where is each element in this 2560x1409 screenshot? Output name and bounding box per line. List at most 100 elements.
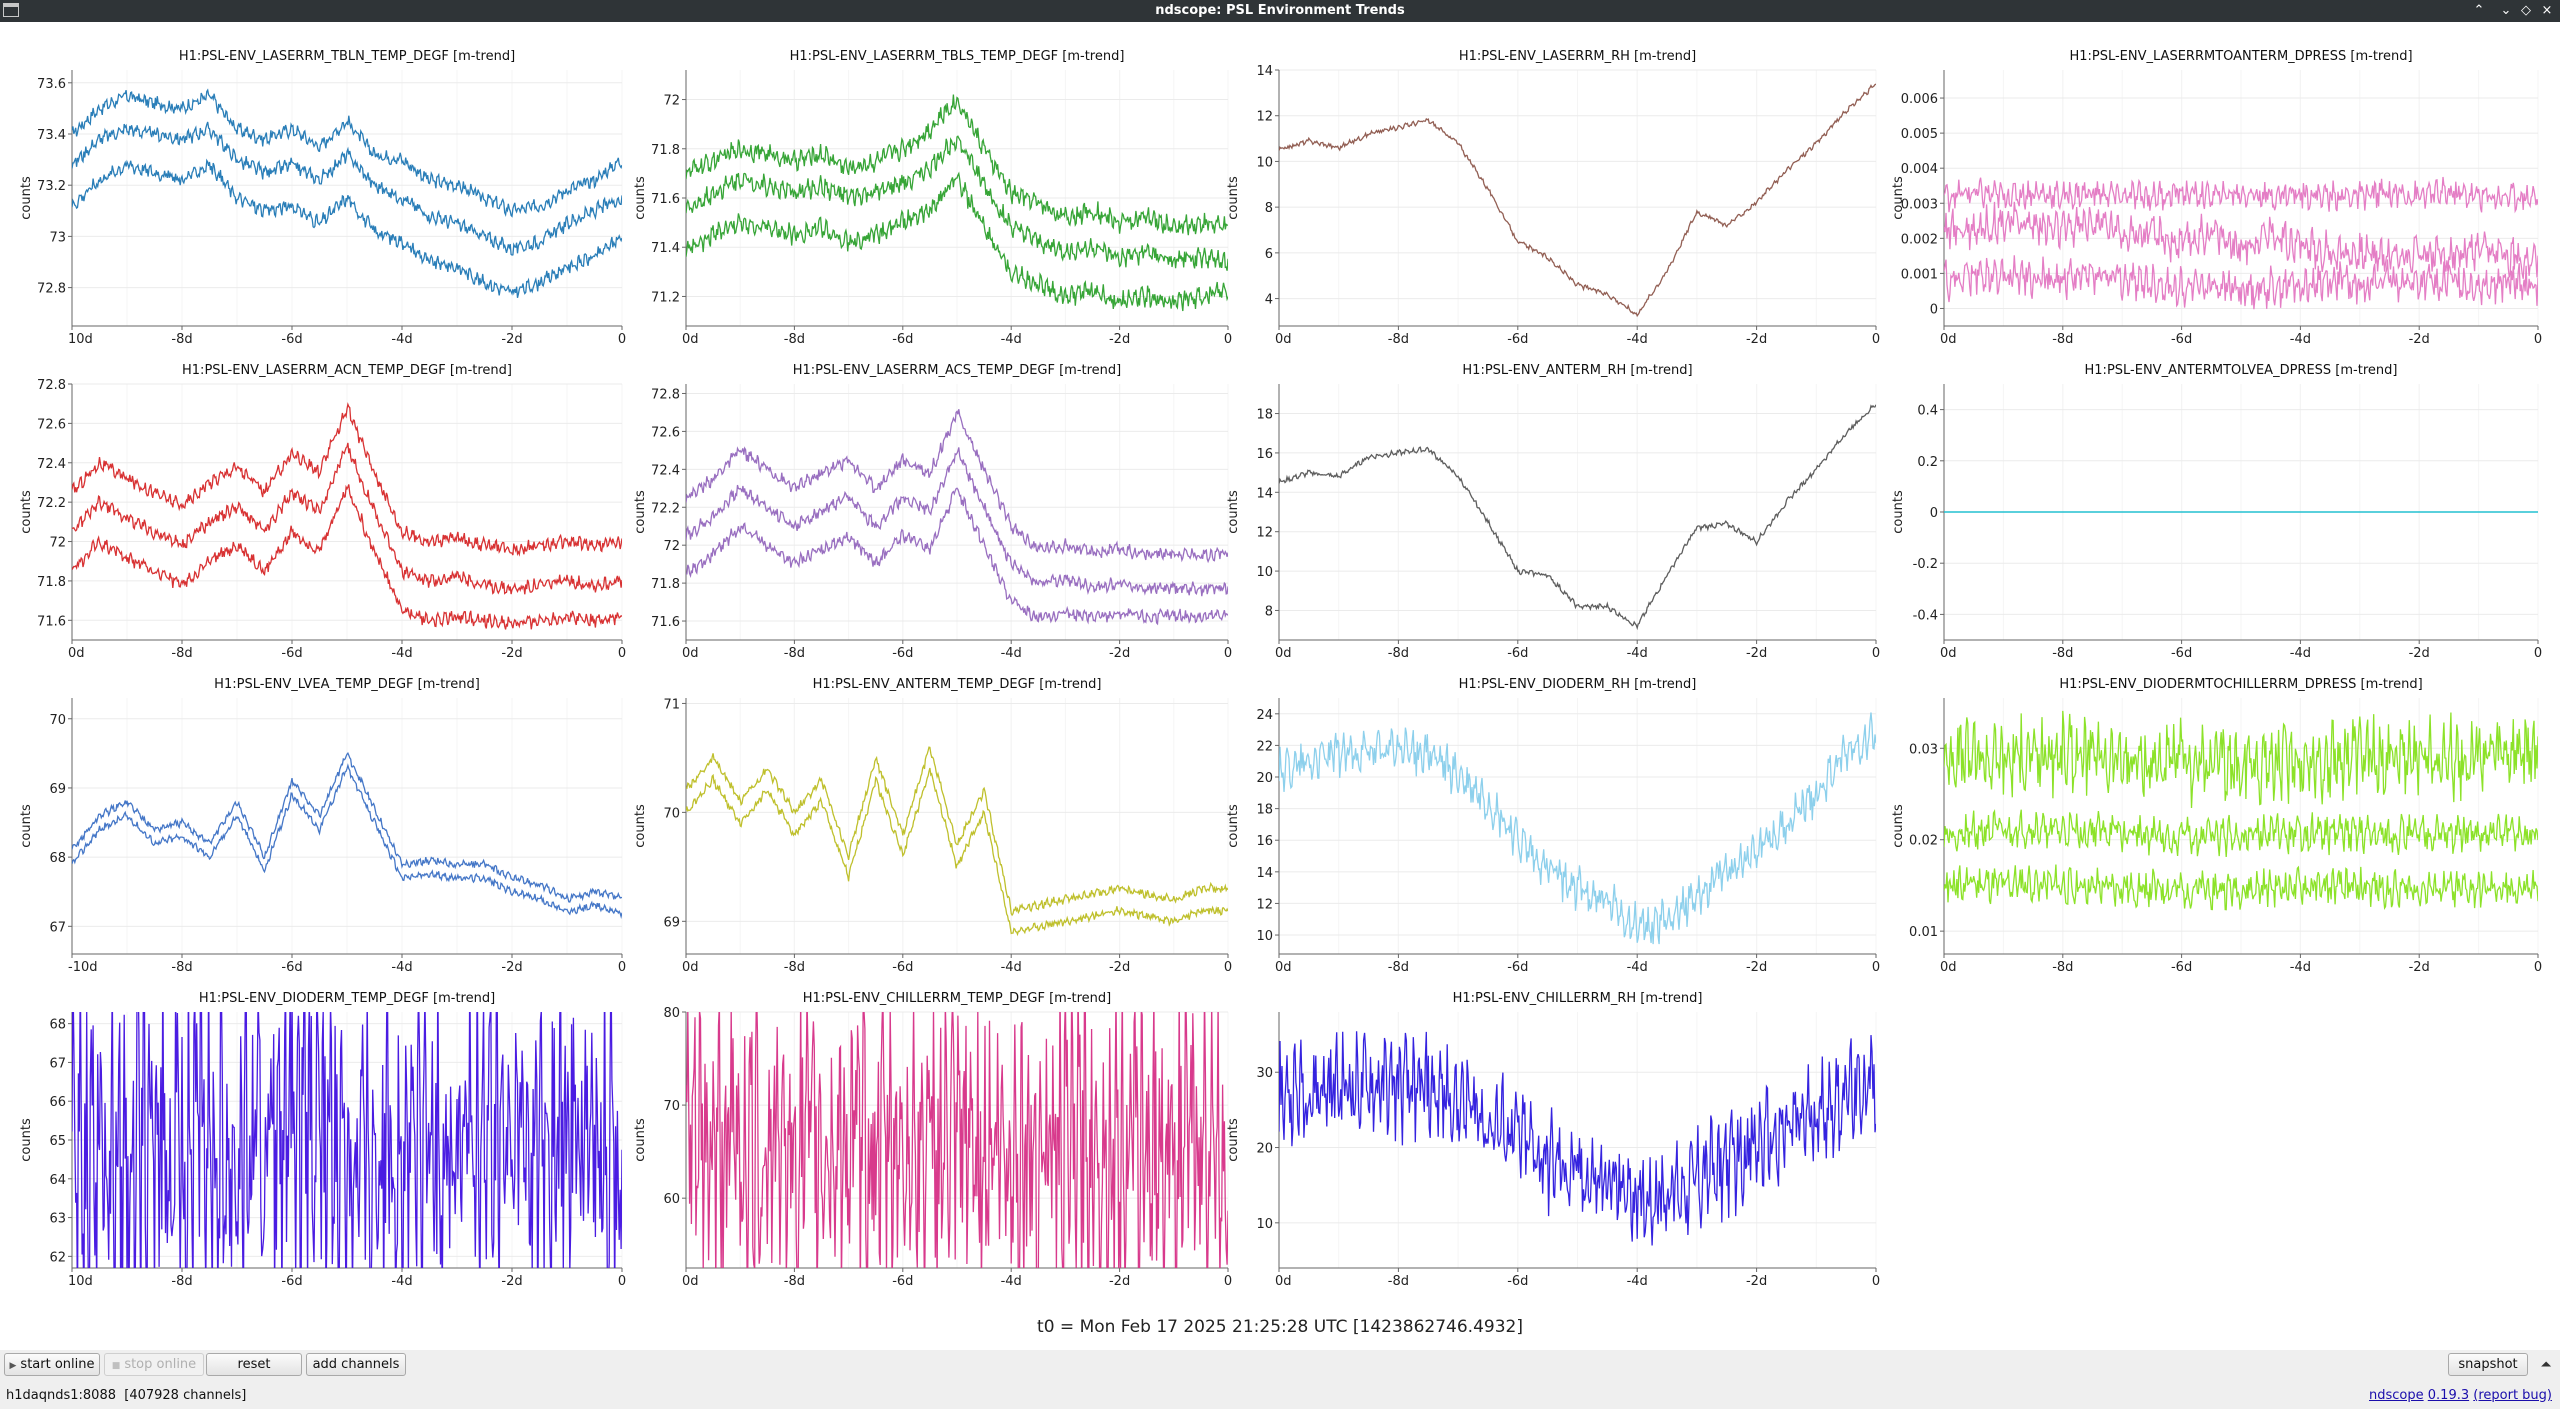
plot-panel[interactable]: H1:PSL-ENV_LASERRM_TBLN_TEMP_DEGF [m-tre… xyxy=(19,49,626,347)
minimize-button[interactable]: ⌃ xyxy=(2473,3,2485,18)
y-tick-label: 4 xyxy=(1265,293,1273,308)
plot-title: H1:PSL-ENV_LASERRM_ACN_TEMP_DEGF [m-tren… xyxy=(182,363,512,378)
y-tick-label: 22 xyxy=(1256,739,1273,754)
y-tick-label: 71 xyxy=(663,697,680,712)
x-tick-label: 0d xyxy=(1940,332,1957,347)
plot-panel[interactable]: H1:PSL-ENV_LASERRM_RH [m-trend] 4 6 8 10 12 14… xyxy=(1226,49,1880,347)
x-tick-label: 0 xyxy=(1224,332,1232,347)
x-tick-label: -4d xyxy=(1627,960,1648,975)
x-tick-label: -2d xyxy=(1109,960,1130,975)
x-tick-label: 0 xyxy=(2534,960,2542,975)
add-channels-button[interactable]: add channels xyxy=(306,1353,406,1376)
y-tick-label: 66 xyxy=(49,1095,66,1110)
plot-panel[interactable]: H1:PSL-ENV_LASERRM_ACN_TEMP_DEGF [m-tren… xyxy=(19,363,626,661)
y-tick-label: 73.4 xyxy=(37,128,66,143)
maximize-button[interactable]: ◇ xyxy=(2521,3,2531,18)
x-tick-label: -6d xyxy=(281,646,302,661)
plot-panel[interactable]: H1:PSL-ENV_ANTERM_TEMP_DEGF [m-trend] 69 7… xyxy=(633,677,1232,975)
reset-button[interactable]: reset xyxy=(206,1353,302,1376)
y-tick-label: 8 xyxy=(1265,201,1273,216)
series-line xyxy=(686,487,1228,626)
x-tick-label: 0 xyxy=(1224,960,1232,975)
version-link[interactable]: 0.19.3 xyxy=(2427,1388,2470,1403)
x-tick-label: -2d xyxy=(1109,1274,1130,1289)
plot-area[interactable]: H1:PSL-ENV_LASERRM_TBLN_TEMP_DEGF [m-tre… xyxy=(0,22,2560,1350)
plot-panel[interactable]: H1:PSL-ENV_DIODERM_TEMP_DEGF [m-trend] 62… xyxy=(19,948,626,1338)
snapshot-button[interactable]: snapshot xyxy=(2448,1353,2528,1376)
y-tick-label: 73 xyxy=(49,230,66,245)
y-tick-label: 12 xyxy=(1256,526,1273,541)
series-line xyxy=(72,402,622,557)
series-line xyxy=(686,94,1228,236)
series-line xyxy=(1944,255,2538,310)
y-axis-label: counts xyxy=(633,176,648,220)
x-tick-label: -2d xyxy=(501,646,522,661)
y-tick-label: 0.002 xyxy=(1901,232,1938,247)
plot-title: H1:PSL-ENV_LASERRM_RH [m-trend] xyxy=(1459,49,1696,64)
plot-title: H1:PSL-ENV_LASERRM_TBLN_TEMP_DEGF [m-tre… xyxy=(179,49,515,64)
collapse-arrow-icon[interactable]: ⏶ xyxy=(2540,1356,2552,1372)
x-tick-label: -8d xyxy=(1388,332,1409,347)
x-tick-label: -4d xyxy=(1627,1274,1648,1289)
x-tick-label: -8d xyxy=(784,646,805,661)
close-button[interactable]: × xyxy=(2541,3,2553,18)
x-tick-label: -6d xyxy=(1507,1274,1528,1289)
x-tick-label: -8d xyxy=(1388,960,1409,975)
plot-grid[interactable]: H1:PSL-ENV_LASERRM_TBLN_TEMP_DEGF [m-tre… xyxy=(0,22,2560,1350)
plot-title: H1:PSL-ENV_DIODERMTOCHILLERRM_DPRESS [m-… xyxy=(2059,677,2422,692)
y-tick-label: 67 xyxy=(49,920,66,935)
series-line xyxy=(72,763,622,920)
y-tick-label: 14 xyxy=(1256,64,1273,79)
x-tick-label: 0d xyxy=(1275,646,1292,661)
plot-panel[interactable]: H1:PSL-ENV_DIODERMTOCHILLERRM_DPRESS [m-… xyxy=(1891,677,2542,975)
y-axis-label: counts xyxy=(19,804,34,848)
x-tick-label: -6d xyxy=(281,960,302,975)
plot-panel[interactable]: H1:PSL-ENV_CHILLERRM_TEMP_DEGF [m-trend]… xyxy=(633,978,1232,1310)
restore-button[interactable]: ⌄ xyxy=(2500,3,2512,18)
plot-panel[interactable]: H1:PSL-ENV_ANTERMTOLVEA_DPRESS [m-trend]… xyxy=(1891,363,2542,661)
y-tick-label: 72.2 xyxy=(651,501,680,516)
y-tick-label: 0.01 xyxy=(1909,925,1938,940)
series-line xyxy=(72,1012,622,1268)
report-bug-link[interactable]: (report bug) xyxy=(2473,1388,2552,1403)
plot-panel[interactable]: H1:PSL-ENV_CHILLERRM_RH [m-trend] 10 20 30 0… xyxy=(1226,991,1880,1289)
plot-panel[interactable]: H1:PSL-ENV_LVEA_TEMP_DEGF [m-trend] 67 68 6… xyxy=(19,677,626,975)
x-tick-label: -8d xyxy=(171,332,192,347)
series-line xyxy=(1279,404,1876,631)
x-tick-label: 0 xyxy=(1872,1274,1880,1289)
x-tick-label: -8d xyxy=(784,960,805,975)
x-tick-label: -4d xyxy=(1001,1274,1022,1289)
y-tick-label: 20 xyxy=(1256,771,1273,786)
plot-title: H1:PSL-ENV_LASERRM_TBLS_TEMP_DEGF [m-tre… xyxy=(790,49,1125,64)
y-tick-label: 70 xyxy=(663,806,680,821)
y-tick-label: 0.03 xyxy=(1909,742,1938,757)
series-line xyxy=(686,1012,1228,1268)
x-tick-label: -2d xyxy=(1109,332,1130,347)
ndscope-link[interactable]: ndscope xyxy=(2369,1388,2424,1403)
y-tick-label: 72.2 xyxy=(37,496,66,511)
y-tick-label: 16 xyxy=(1256,447,1273,462)
x-tick-label: -6d xyxy=(1507,960,1528,975)
y-tick-label: 64 xyxy=(49,1173,66,1188)
plot-panel[interactable]: H1:PSL-ENV_LASERRM_ACS_TEMP_DEGF [m-tren… xyxy=(633,363,1232,661)
plot-panel[interactable]: H1:PSL-ENV_LASERRM_TBLS_TEMP_DEGF [m-tre… xyxy=(633,49,1232,347)
stop-online-button: ■ stop online xyxy=(104,1353,204,1376)
start-online-button[interactable]: ▶ start online xyxy=(4,1353,100,1376)
x-tick-label: 0d xyxy=(1940,646,1957,661)
y-tick-label: 71.8 xyxy=(37,575,66,590)
x-tick-label: 0d xyxy=(1275,1274,1292,1289)
status-right: ndscope 0.19.3 (report bug) xyxy=(2369,1388,2552,1403)
y-tick-label: 80 xyxy=(663,1006,680,1021)
plot-panel[interactable]: H1:PSL-ENV_ANTERM_RH [m-trend] 8 10 12 14 16 1… xyxy=(1226,363,1880,661)
series-line xyxy=(72,121,622,256)
plot-panel[interactable]: H1:PSL-ENV_LASERRMTOANTERM_DPRESS [m-tre… xyxy=(1891,49,2542,347)
y-axis-label: counts xyxy=(633,1118,648,1162)
x-tick-label: -6d xyxy=(892,960,913,975)
y-tick-label: 0.006 xyxy=(1901,92,1938,107)
y-tick-label: 12 xyxy=(1256,110,1273,125)
play-icon: ▶ xyxy=(9,1361,17,1371)
y-tick-label: 60 xyxy=(663,1192,680,1207)
series-line xyxy=(1279,1031,1876,1246)
plot-panel[interactable]: H1:PSL-ENV_DIODERM_RH [m-trend] 10 12 14 16 1… xyxy=(1226,677,1880,975)
y-tick-label: 63 xyxy=(49,1212,66,1227)
